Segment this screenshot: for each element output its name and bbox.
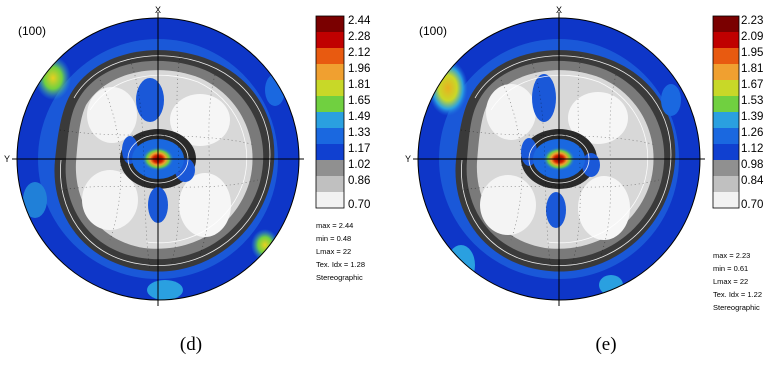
pole-figure-d: (100) X Y 2.44 2.28 2.12 1.96 1.81 1.65 … [4,5,371,306]
scale-tick: 1.39 [741,111,763,123]
scale-tick: 0.70 [348,199,370,211]
axis-y-label: Y [4,154,10,164]
scale-tick: 1.81 [348,79,370,91]
stat-min: min = 0.48 [316,234,351,243]
scale-tick: 1.95 [741,47,763,59]
stats-e: max = 2.23 min = 0.61 Lmax = 22 Tex. Idx… [713,251,762,312]
scale-tick: 1.81 [741,63,763,75]
scale-tick: 0.98 [741,159,763,171]
scale-tick: 1.49 [348,111,370,123]
scale-tick: 1.96 [348,63,370,75]
scale-tick: 0.70 [741,199,763,211]
axis-y-label: Y [405,154,411,164]
scale-tick: 1.53 [741,95,763,107]
scale-tick: 1.65 [348,95,370,107]
scale-tick: 2.44 [348,15,371,27]
scale-tick: 2.23 [741,15,763,27]
stat-max: max = 2.23 [713,251,750,260]
stat-texture-index: Tex. Idx = 1.28 [316,260,365,269]
plane-label: (100) [419,24,447,38]
stat-min: min = 0.61 [713,264,748,273]
axis-x-label: X [556,5,562,15]
axis-x-label: X [155,5,161,15]
scale-tick: 1.17 [348,143,370,155]
scale-tick: 2.28 [348,31,370,43]
density-map-d [17,18,299,300]
stat-projection: Stereographic [316,273,363,282]
scale-tick: 1.26 [741,127,763,139]
stat-max: max = 2.44 [316,221,353,230]
scale-tick: 1.02 [348,159,370,171]
caption-d: (d) [179,334,203,355]
stat-projection: Stereographic [713,303,760,312]
color-scale-e: 2.23 2.09 1.95 1.81 1.67 1.53 1.39 1.26 … [712,15,764,211]
stat-lmax: Lmax = 22 [713,277,748,286]
scale-tick: 1.33 [348,127,370,139]
plane-label: (100) [18,24,46,38]
density-map-e [418,18,700,300]
scale-tick: 1.67 [741,79,763,91]
color-scale-d: 2.44 2.28 2.12 1.96 1.81 1.65 1.49 1.33 … [315,15,371,211]
stat-lmax: Lmax = 22 [316,247,351,256]
scale-tick: 2.12 [348,47,370,59]
scale-tick: 0.86 [348,175,370,187]
caption-e: (e) [595,334,617,355]
pole-figure-e: (100) X Y 2.23 2.09 1.95 1.81 1.67 1.53 … [405,5,764,312]
pole-figure-panel-e: (100) X Y 2.23 2.09 1.95 1.81 1.67 1.53 … [386,0,771,365]
stats-d: max = 2.44 min = 0.48 Lmax = 22 Tex. Idx… [316,221,365,282]
scale-tick: 1.12 [741,143,763,155]
scale-tick: 0.84 [741,175,764,187]
stat-texture-index: Tex. Idx = 1.22 [713,290,762,299]
scale-tick: 2.09 [741,31,763,43]
pole-figure-panel-d: (100) X Y 2.44 2.28 2.12 1.96 1.81 1.65 … [4,5,371,355]
